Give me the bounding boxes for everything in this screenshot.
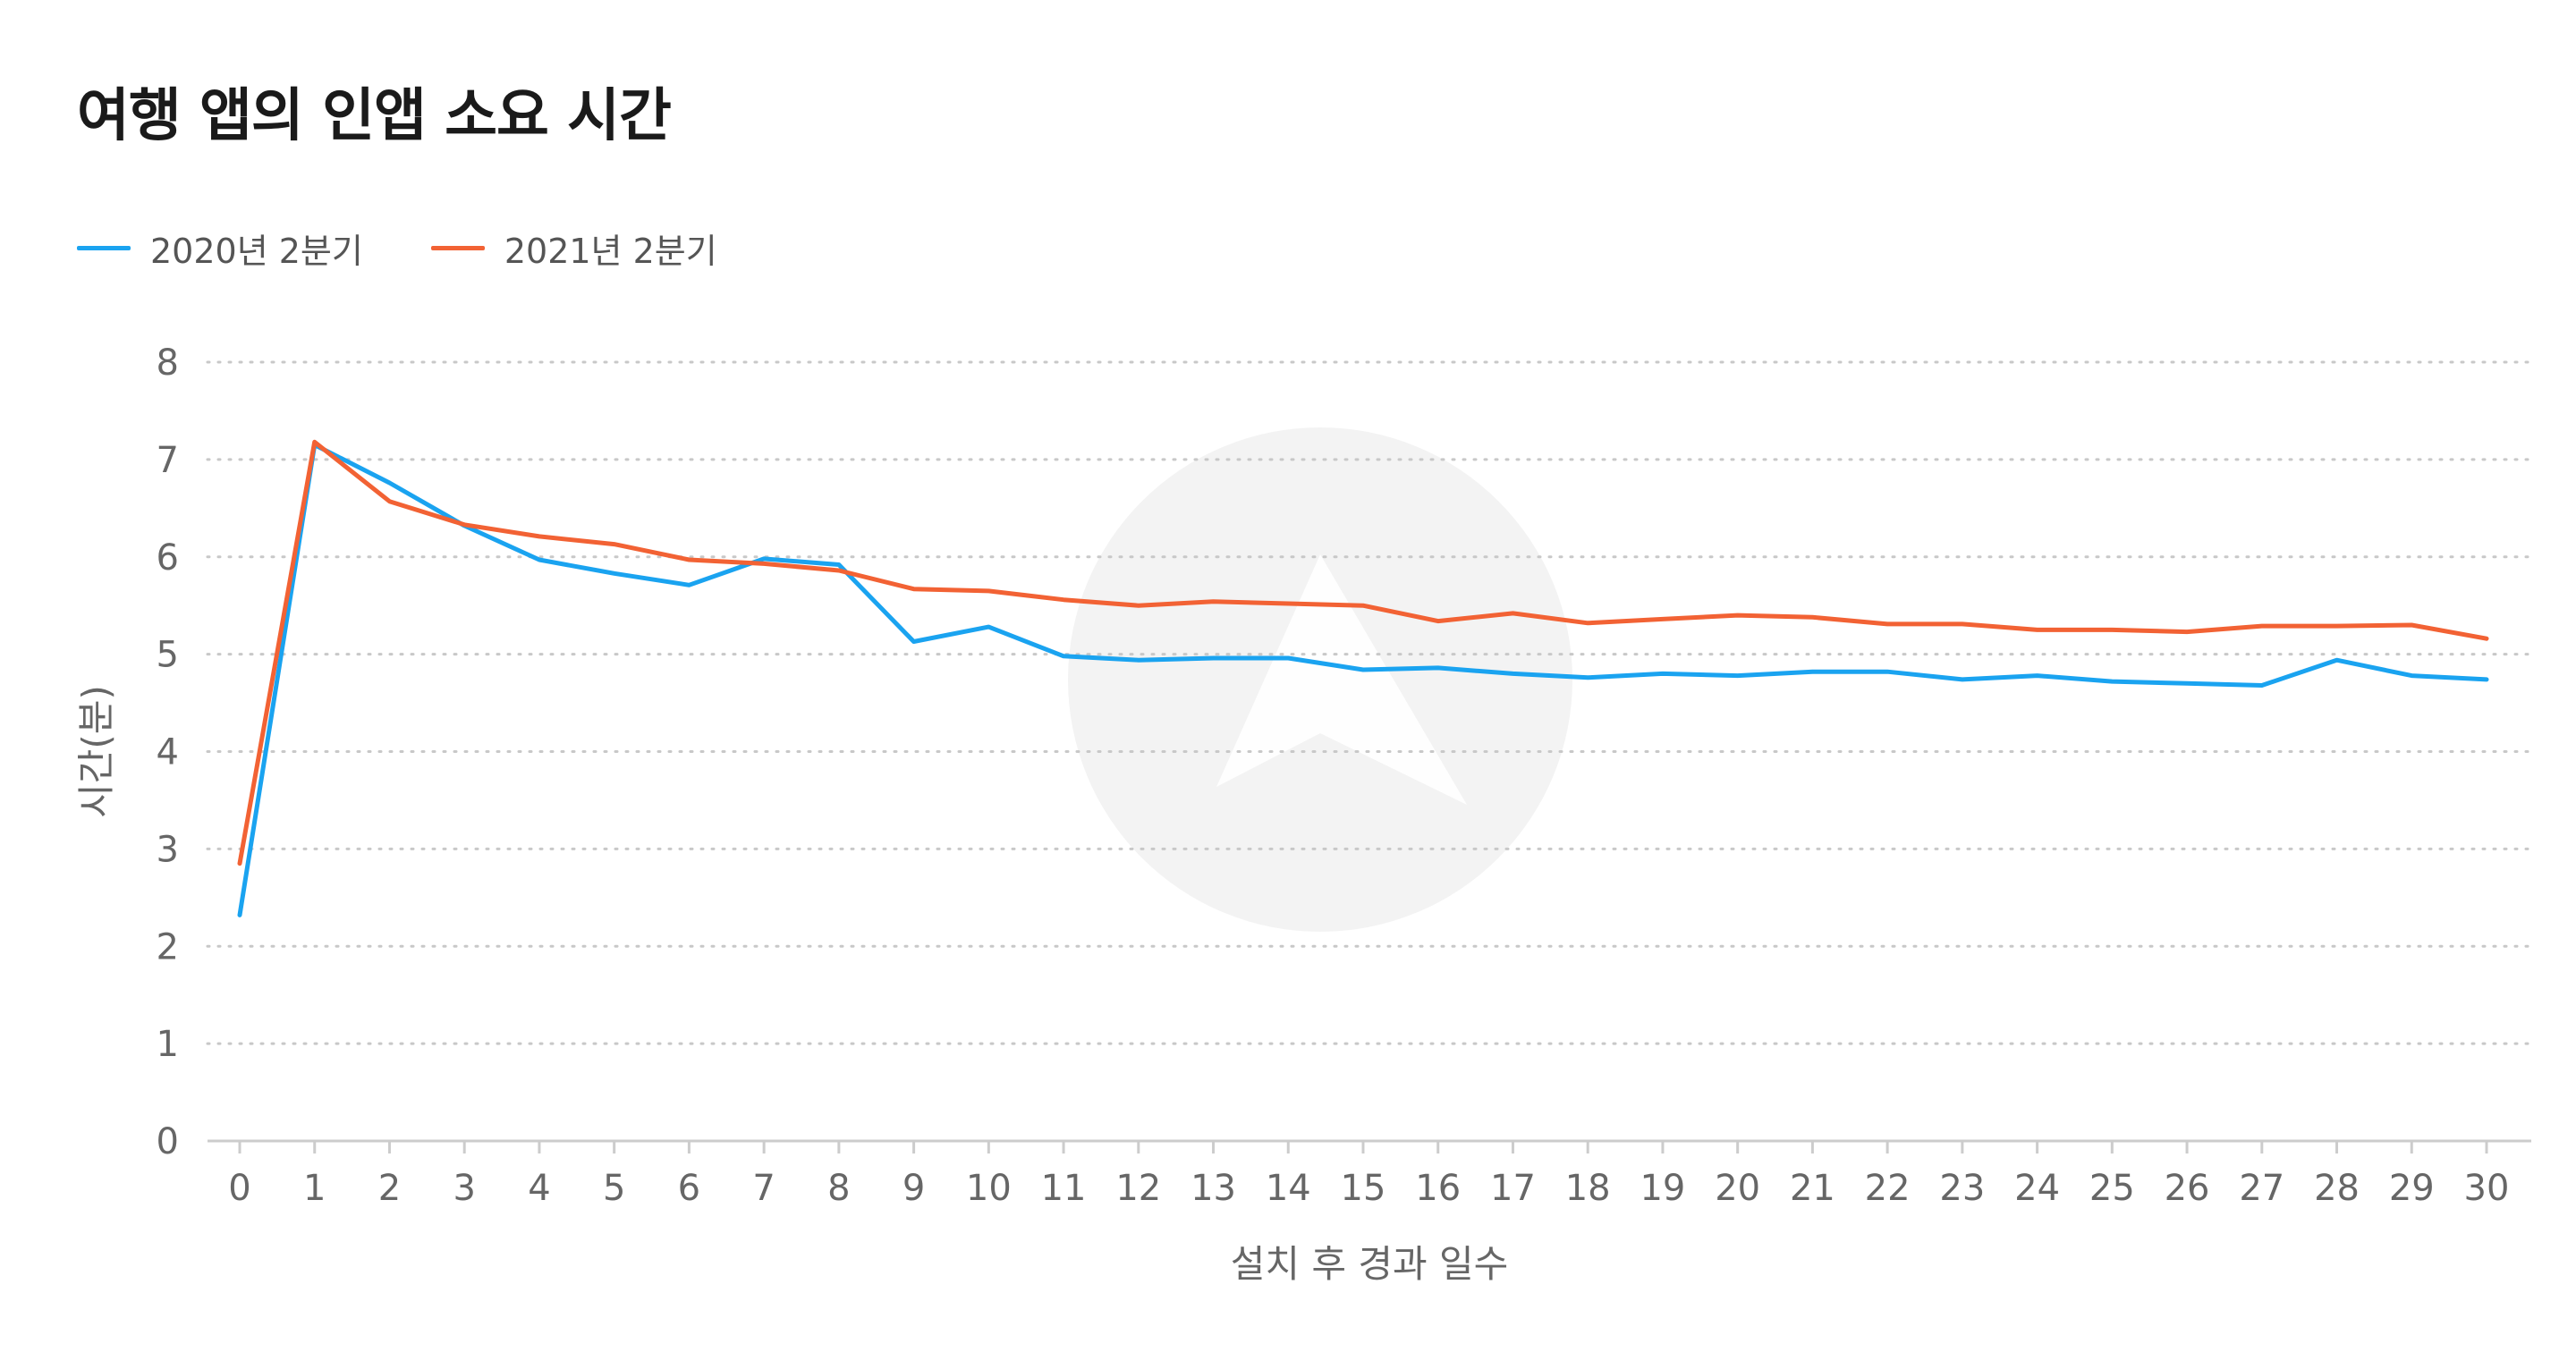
x-tick-label-25: 25 — [2089, 1168, 2135, 1209]
legend-swatch-2020q2 — [77, 246, 131, 250]
legend-item-2020q2[interactable]: 2020년 2분기 — [77, 224, 363, 273]
y-tick-label-5: 5 — [157, 635, 179, 676]
y-axis-title: 시간(분) — [74, 685, 118, 818]
x-tick-label-14: 14 — [1266, 1168, 1311, 1209]
x-axis-title: 설치 후 경과 일수 — [1231, 1242, 1509, 1286]
watermark-logo — [1068, 427, 1572, 932]
series-lines — [237, 439, 2489, 917]
x-tick-label-19: 19 — [1640, 1168, 1685, 1209]
y-tick-label-2: 2 — [157, 926, 179, 968]
y-tick-label-6: 6 — [157, 537, 179, 579]
x-tick-label-2: 2 — [378, 1168, 401, 1209]
x-tick-label-9: 9 — [902, 1168, 925, 1209]
x-tick-label-28: 28 — [2314, 1168, 2360, 1209]
legend-label-2021q2: 2021년 2분기 — [504, 232, 717, 271]
y-tick-label-7: 7 — [157, 440, 179, 481]
y-tick-label-0: 0 — [157, 1121, 179, 1162]
y-tick-label-4: 4 — [157, 732, 179, 773]
x-tick-label-3: 3 — [453, 1168, 475, 1209]
x-tick-label-13: 13 — [1191, 1168, 1236, 1209]
legend-swatch-2021q2 — [430, 246, 485, 250]
y-tick-label-1: 1 — [157, 1024, 179, 1065]
grid-lines — [206, 360, 2533, 1045]
x-tick-label-30: 30 — [2464, 1168, 2510, 1209]
legend-label-2020q2: 2020년 2분기 — [150, 232, 363, 271]
legend-item-2021q2[interactable]: 2021년 2분기 — [430, 224, 717, 273]
x-tick-label-26: 26 — [2165, 1168, 2210, 1209]
x-tick-label-17: 17 — [1490, 1168, 1536, 1209]
x-tick-label-1: 1 — [303, 1168, 326, 1209]
x-tick-label-0: 0 — [228, 1168, 250, 1209]
x-tick-label-22: 22 — [1865, 1168, 1911, 1209]
x-tick-label-12: 12 — [1115, 1168, 1161, 1209]
x-tick-label-24: 24 — [2014, 1168, 2060, 1209]
x-tick-label-27: 27 — [2239, 1168, 2284, 1209]
x-tick-label-7: 7 — [752, 1168, 775, 1209]
x-tick-label-15: 15 — [1341, 1168, 1386, 1209]
x-tick-label-23: 23 — [1939, 1168, 1985, 1209]
chart-title: 여행 앱의 인앱 소요 시간 — [77, 83, 672, 149]
x-tick-label-4: 4 — [528, 1168, 550, 1209]
x-tick-label-11: 11 — [1041, 1168, 1087, 1209]
y-tick-label-8: 8 — [157, 342, 179, 384]
x-tick-label-18: 18 — [1565, 1168, 1611, 1209]
legend: 2020년 2분기 2021년 2분기 — [77, 224, 785, 273]
x-tick-label-16: 16 — [1415, 1168, 1461, 1209]
series-line-0 — [237, 443, 2489, 917]
y-tick-label-3: 3 — [157, 829, 179, 870]
x-tick-label-21: 21 — [1790, 1168, 1835, 1209]
x-tick-label-20: 20 — [1715, 1168, 1760, 1209]
x-tick-label-5: 5 — [603, 1168, 625, 1209]
x-tick-label-29: 29 — [2389, 1168, 2435, 1209]
x-tick-label-10: 10 — [966, 1168, 1012, 1209]
x-tick-label-8: 8 — [827, 1168, 850, 1209]
x-tick-label-6: 6 — [678, 1168, 700, 1209]
series-line-1 — [237, 439, 2489, 866]
